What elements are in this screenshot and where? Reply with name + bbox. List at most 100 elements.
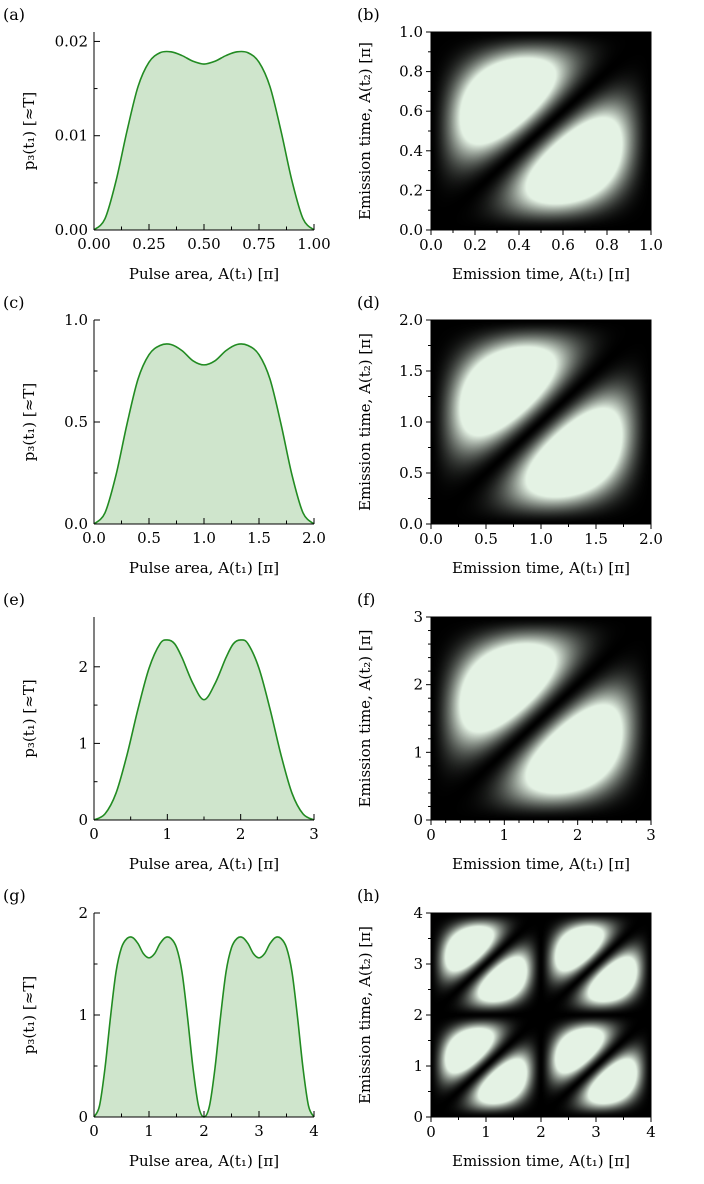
y-axis-label: Emission time, A(t₂) [π] [356,42,374,220]
y-tick-label: 0.02 [55,32,88,50]
x-axis-label: Pulse area, A(t₁) [π] [129,559,279,577]
area-fill [94,51,314,230]
panel-label: (a) [3,5,25,24]
y-tick-label: 2 [413,1006,423,1024]
panel-d: (d) 0.0 0.5 1.0 1.5 2.0 0.0 0.5 1.0 1.5 2.0 Emissio… [356,293,663,577]
x-tick-label: 4 [646,1123,656,1141]
x-axis-label: Emission time, A(t₁) [π] [452,559,630,577]
y-axis-label: p₃(t₁) [≈T] [20,679,38,757]
x-tick-label: 1 [144,1122,154,1140]
y-tick-label: 2 [78,904,88,922]
x-tick-label: 1.0 [639,236,663,254]
x-tick-label: 2 [199,1122,209,1140]
area-fill [94,343,314,524]
y-tick-label: 0 [413,811,423,829]
x-tick-label: 0.2 [463,236,487,254]
y-tick-label: 0 [78,811,88,829]
data-line [93,343,315,525]
x-tick-label: 2.0 [639,530,663,548]
x-tick-label: 2 [236,825,246,843]
x-tick-label: 1.5 [584,530,608,548]
x-tick-label: 4 [309,1122,319,1140]
y-axis-label: Emission time, A(t₂) [π] [356,630,374,808]
x-axis-label: Emission time, A(t₁) [π] [452,1152,630,1170]
y-tick-label: 1.0 [399,413,423,431]
heatmap-image [431,32,651,230]
y-tick-label: 0.0 [399,515,423,533]
x-tick-label: 0 [426,1123,436,1141]
panel-label: (g) [3,886,26,905]
x-tick-label: 1 [163,825,173,843]
x-tick-label: 2 [573,826,583,844]
x-tick-label: 1 [481,1123,491,1141]
y-tick-label: 0 [78,1108,88,1126]
x-tick-label: 1.0 [192,529,216,547]
panel-a: (a) 0.00 0.25 0.50 0.75 1.00 0.00 0.01 0.02 Pulse… [3,5,331,283]
y-tick-label: 0.6 [399,102,423,120]
x-axis-label: Pulse area, A(t₁) [π] [129,265,279,283]
x-tick-label: 0.50 [187,235,220,253]
x-tick-label: 0.75 [242,235,275,253]
y-tick-label: 1 [413,743,423,761]
x-tick-label: 0.4 [507,236,531,254]
y-tick-label: 1.5 [399,362,423,380]
y-tick-label: 0.0 [399,221,423,239]
x-tick-label: 0.00 [77,235,110,253]
area-fill [94,936,314,1117]
panel-c: (c) 0.0 0.5 1.0 1.5 2.0 0.0 0.5 1.0 Pulse area, A… [3,293,326,577]
x-tick-label: 1.0 [529,530,553,548]
heatmap-image [431,320,651,524]
x-tick-label: 0 [89,1122,99,1140]
y-tick-label: 3 [413,608,423,626]
x-tick-label: 0 [426,826,436,844]
y-axis-label: p₃(t₁) [≈T] [20,976,38,1054]
x-tick-label: 0.0 [82,529,106,547]
y-tick-label: 1.0 [399,23,423,41]
y-tick-label: 0.4 [399,142,423,160]
x-tick-label: 3 [646,826,656,844]
y-tick-label: 0.8 [399,63,423,81]
y-tick-label: 1.0 [64,311,88,329]
y-tick-label: 0.0 [64,515,88,533]
heatmap-image [431,913,651,1117]
panel-g: (g) 0 1 2 3 4 0 1 2 Pulse area, A(t₁) [π] p₃(t₁) [… [3,886,319,1170]
y-tick-label: 0.5 [64,413,88,431]
x-axis-label: Pulse area, A(t₁) [π] [129,1152,279,1170]
y-axis-label: p₃(t₁) [≈T] [20,92,38,170]
panel-label: (f) [357,590,375,609]
y-tick-label: 2 [413,676,423,694]
x-tick-label: 3 [309,825,319,843]
panel-label: (h) [357,886,380,905]
x-tick-label: 0.25 [132,235,165,253]
x-tick-label: 0.0 [419,530,443,548]
area-fill [94,639,314,820]
y-tick-label: 1 [413,1057,423,1075]
x-tick-label: 1 [500,826,510,844]
y-axis-label: Emission time, A(t₂) [π] [356,333,374,511]
x-axis-label: Pulse area, A(t₁) [π] [129,855,279,873]
y-axis-label: p₃(t₁) [≈T] [20,383,38,461]
panel-label: (d) [357,293,380,312]
y-tick-label: 0.5 [399,464,423,482]
y-tick-label: 0.00 [55,221,88,239]
y-tick-label: 1 [78,734,88,752]
x-tick-label: 0.0 [419,236,443,254]
y-tick-label: 0.01 [55,127,88,145]
x-tick-label: 1.00 [297,235,330,253]
x-axis-label: Emission time, A(t₁) [π] [452,265,630,283]
x-tick-label: 2.0 [302,529,326,547]
x-tick-label: 2 [536,1123,546,1141]
y-tick-label: 3 [413,955,423,973]
heatmap-image [431,617,651,820]
panel-label: (e) [3,590,25,609]
x-tick-label: 0.5 [474,530,498,548]
y-tick-label: 0.2 [399,181,423,199]
x-tick-label: 1.5 [247,529,271,547]
y-tick-label: 0 [413,1108,423,1126]
x-tick-label: 0 [89,825,99,843]
y-tick-label: 4 [413,904,423,922]
x-tick-label: 0.5 [137,529,161,547]
y-tick-label: 2.0 [399,311,423,329]
data-line [93,50,315,231]
